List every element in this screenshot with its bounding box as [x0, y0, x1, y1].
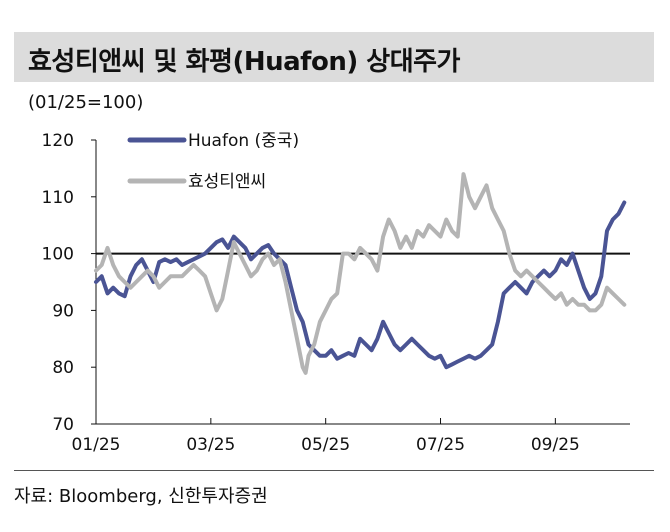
- legend-label-2: 효성티앤씨: [188, 172, 266, 192]
- y-tick-label: 110: [42, 188, 74, 208]
- series-layer: [94, 172, 627, 375]
- y-tick-label: 90: [52, 301, 74, 321]
- y-tick-label: 100: [42, 245, 74, 265]
- y-tick-label: 120: [42, 131, 74, 151]
- y-tick-label: 80: [52, 358, 74, 378]
- x-tick-label: 09/25: [531, 435, 580, 455]
- x-tick-label: 05/25: [301, 435, 350, 455]
- x-tick-label: 07/25: [416, 435, 465, 455]
- x-axis-ticks: 01/25 03/25 05/25 07/25 09/25: [72, 418, 580, 455]
- y-axis-ticks: 70 80 90 100 110 120: [42, 131, 96, 435]
- unit-label: (01/25=100): [28, 92, 144, 113]
- series-line-2: [94, 172, 627, 375]
- x-tick-label: 01/25: [72, 435, 121, 455]
- y-tick-label: 70: [52, 415, 74, 435]
- chart-title: 효성티앤씨 및 화평(Huafon) 상대주가: [28, 47, 460, 77]
- series-line-1: [94, 200, 627, 370]
- legend: Huafon (중국) 효성티앤씨: [127, 131, 299, 192]
- bottom-rule: [14, 470, 654, 471]
- x-tick-label: 03/25: [186, 435, 235, 455]
- title-bar: 효성티앤씨 및 화평(Huafon) 상대주가: [14, 32, 654, 82]
- legend-label-1: Huafon (중국): [188, 131, 299, 151]
- source-note: 자료: Bloomberg, 신한투자증권: [14, 486, 268, 507]
